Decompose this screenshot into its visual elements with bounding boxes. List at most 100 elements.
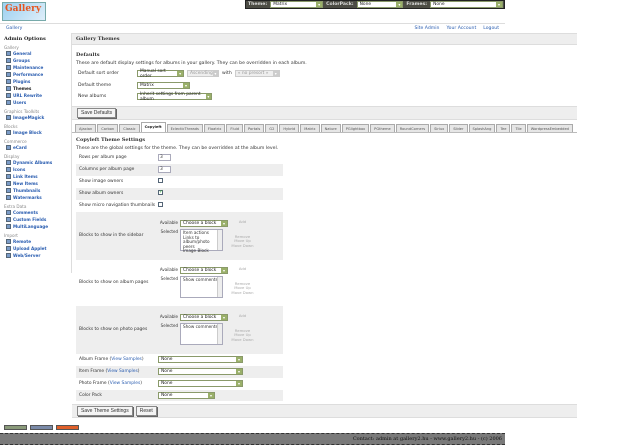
default-theme-select[interactable]: Matrix ▾ [137,81,190,89]
tab-pgtheme[interactable]: PGtheme [370,123,395,132]
gallery-logo[interactable]: Gallery [2,2,46,21]
sidebar-item-watermarks[interactable]: Watermarks [4,194,67,201]
add-block-button[interactable]: Add [238,313,247,318]
available-blocks-select[interactable]: Choose a block ▾ [180,267,228,274]
tab-hybrid[interactable]: Hybrid [279,123,300,132]
sidebar-item-link-items[interactable]: Link Items [4,173,67,180]
sidebar-item-performance[interactable]: Performance [4,71,67,78]
gallery-badge[interactable] [30,425,53,430]
sidebar-item-icons[interactable]: Icons [4,166,67,173]
tab-g2[interactable]: G2 [265,123,279,132]
selected-blocks-list[interactable]: Item actions Links to album/photo peers Im… [180,229,223,254]
rows-input[interactable]: 3 [158,154,171,161]
sidebar-item-users[interactable]: Users [4,99,67,106]
sidebar-item-web-server[interactable]: Web/Server [4,252,67,259]
selected-blocks-list[interactable]: Show comments [180,323,223,345]
your-account-link[interactable]: Your Account [446,26,477,31]
presort-select[interactable]: « no presort » ▾ [234,70,280,78]
colorpack-select[interactable]: None ▾ [356,1,404,8]
module-icon [6,195,11,200]
move-up-button[interactable]: Move Up [234,238,251,244]
tab-portais[interactable]: PortaIs [244,123,265,132]
reset-button[interactable]: Reset [135,405,157,416]
tab-wordpressembedded[interactable]: WordpressEmbedded [526,123,573,132]
remove-block-button[interactable]: Remove [234,234,251,239]
micro-nav-checkbox[interactable] [158,202,163,207]
tab-siriux[interactable]: Siriux [430,123,449,132]
remove-block-button[interactable]: Remove [234,281,251,286]
help-badge[interactable] [56,425,79,430]
tab-matrix[interactable]: Matrix [300,123,320,132]
item-frame-select[interactable]: None ▾ [158,368,243,375]
tab-slider[interactable]: Slider [449,123,468,132]
list-item[interactable]: Links to album/photo peers [183,234,210,249]
frames-select[interactable]: None ▾ [430,1,503,8]
sidebar-item-image-block[interactable]: Image Block [4,129,67,136]
available-blocks-select[interactable]: Choose a block ▾ [180,314,228,321]
save-theme-settings-button[interactable]: Save Theme Settings [77,405,133,416]
sidebar-item-comments[interactable]: Comments [4,209,67,216]
image-owners-checkbox[interactable] [158,178,163,183]
tab-copyleft[interactable]: Copyleft [140,121,166,132]
tab-fluid[interactable]: Fluid [226,123,244,132]
sidebar-item-new-items[interactable]: New Items [4,180,67,187]
new-albums-select[interactable]: Inherit settings from parent album ▾ [137,92,212,102]
sidebar-item-thumbnails[interactable]: Thumbnails [4,187,67,194]
sidebar-item-plugins[interactable]: Plugins [4,78,67,85]
sidebar-item-ecard[interactable]: eCard [4,144,67,151]
sort-order-select[interactable]: Manual sort order ▾ [137,69,184,79]
logout-link[interactable]: Logout [483,26,499,31]
sidebar-item-remote[interactable]: Remote [4,238,67,245]
add-block-button[interactable]: Add [238,266,247,271]
move-up-button[interactable]: Move Up [234,332,251,338]
move-up-button[interactable]: Move Up [234,285,251,291]
tab-pglightbox[interactable]: PGlightbox [341,123,370,132]
sidebar-item-dynamic-albums[interactable]: Dynamic Albums [4,159,67,166]
tab-splashang[interactable]: SplashAng [468,123,496,132]
tab-tee[interactable]: Tee [496,123,511,132]
list-item[interactable]: Show comments [183,277,218,282]
module-icon [6,130,11,135]
view-samples-link[interactable]: View Samples [107,369,138,374]
tab-ajaxian[interactable]: Ajaxian [75,123,97,132]
theme-select[interactable]: Matrix ▾ [270,1,324,8]
view-samples-link[interactable]: View Samples [109,381,141,386]
list-item[interactable]: Image Block [183,248,209,254]
album-frame-select[interactable]: None ▾ [158,356,243,363]
sidebar-item-general[interactable]: General [4,50,67,57]
album-owners-checkbox[interactable] [158,189,163,195]
tab-tile[interactable]: Tile [511,123,526,132]
move-down-button[interactable]: Move Down [231,242,254,248]
columns-input[interactable]: 3 [158,166,171,173]
photo-frame-select[interactable]: None ▾ [158,380,243,387]
sidebar-item-maintenance[interactable]: Maintenance [4,64,67,71]
sidebar-item-multilanguage[interactable]: MultiLanguage [4,223,67,230]
color-pack-select[interactable]: None ▾ [158,391,215,399]
remove-block-button[interactable]: Remove [234,328,251,333]
sidebar-item-groups[interactable]: Groups [4,57,67,64]
tab-eclecticthreads[interactable]: EclecticThreads [166,123,203,132]
sidebar-item-custom-fields[interactable]: Custom Fields [4,216,67,223]
tab-floatrix[interactable]: Floatrix [203,123,226,132]
add-block-button[interactable]: Add [238,219,247,224]
sidebar-item-url-rewrite[interactable]: URL Rewrite [4,92,67,99]
sort-direction-select[interactable]: Ascending ▾ [187,70,219,78]
sidebar-item-upload-applet[interactable]: Upload Applet [4,245,67,252]
move-down-button[interactable]: Move Down [231,289,254,295]
list-item[interactable]: Item actions [183,230,209,235]
view-samples-link[interactable]: View Samples [111,357,142,362]
sidebar-item-themes[interactable]: Themes [4,85,67,92]
site-admin-link[interactable]: Site Admin [414,26,440,31]
tab-roundcorners[interactable]: RoundCorners [395,123,430,132]
move-down-button[interactable]: Move Down [231,336,254,342]
save-defaults-button[interactable]: Save Defaults [77,107,117,118]
validator-badge[interactable] [4,425,27,430]
available-blocks-select[interactable]: Choose a block ▾ [180,220,228,227]
breadcrumb-gallery[interactable]: Gallery [6,26,23,31]
tab-nature[interactable]: Nature [320,123,341,132]
tab-classic[interactable]: Classic [119,123,140,132]
tab-carbon[interactable]: Carbon [97,123,119,132]
list-item[interactable]: Show comments [183,324,218,329]
sidebar-item-imagemagick[interactable]: ImageMagick [4,114,67,121]
selected-blocks-list[interactable]: Show comments [180,276,223,298]
